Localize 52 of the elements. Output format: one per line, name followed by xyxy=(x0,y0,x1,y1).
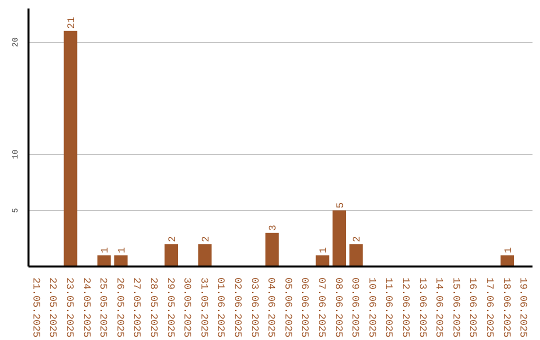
x-tick-label: 23.05.2025 xyxy=(63,278,74,338)
x-tick-label: 22.05.2025 xyxy=(46,278,58,338)
x-tick-label: 27.05.2025 xyxy=(130,278,142,338)
x-tick-label: 13.06.2025 xyxy=(416,278,427,338)
x-tick-label: 12.06.2025 xyxy=(399,278,410,338)
bar xyxy=(265,232,279,266)
y-tick-label: 20 xyxy=(12,37,20,47)
bar xyxy=(97,255,111,266)
y-tick-label: 5 xyxy=(12,208,20,213)
data-label: 5 xyxy=(336,202,347,208)
x-tick-label: 28.05.2025 xyxy=(147,278,158,338)
data-label: 1 xyxy=(319,247,330,254)
x-tick-label: 04.06.2025 xyxy=(264,278,276,338)
bar xyxy=(198,244,212,266)
x-tick-label: 31.05.2025 xyxy=(197,278,208,338)
bar xyxy=(332,210,346,266)
bar xyxy=(164,244,178,266)
bar xyxy=(114,255,128,266)
x-tick-label: 05.06.2025 xyxy=(281,278,292,338)
x-tick-label: 16.06.2025 xyxy=(466,278,478,338)
data-label: 2 xyxy=(168,236,179,242)
x-tick-label: 03.06.2025 xyxy=(248,278,259,338)
x-tick-label: 09.06.2025 xyxy=(348,278,360,338)
x-tick-label: 17.06.2025 xyxy=(483,278,494,338)
x-tick-label: 18.06.2025 xyxy=(500,278,511,338)
x-tick-label: 06.06.2025 xyxy=(298,278,310,338)
data-label: 1 xyxy=(100,247,112,254)
x-tick-label: 24.05.2025 xyxy=(80,278,91,338)
data-label: 1 xyxy=(117,247,128,254)
bar xyxy=(349,244,363,266)
x-tick-label: 15.06.2025 xyxy=(449,278,460,338)
bar xyxy=(500,255,514,266)
x-tick-label: 11.06.2025 xyxy=(382,278,394,338)
data-label: 2 xyxy=(201,236,212,242)
x-tick-label: 07.06.2025 xyxy=(315,278,326,338)
x-tick-label: 14.06.2025 xyxy=(432,278,444,338)
x-tick-label: 01.06.2025 xyxy=(214,278,226,338)
data-label: 2 xyxy=(352,236,364,242)
bar xyxy=(64,30,78,266)
data-label: 21 xyxy=(67,16,78,29)
x-tick-label: 19.06.2025 xyxy=(516,278,528,338)
y-tick-label: 10 xyxy=(12,149,20,160)
x-tick-label: 30.05.2025 xyxy=(180,278,192,338)
x-tick-label: 21.05.2025 xyxy=(29,278,40,338)
x-tick-label: 10.06.2025 xyxy=(365,278,376,338)
data-label: 1 xyxy=(504,247,515,254)
x-tick-label: 08.06.2025 xyxy=(332,278,343,338)
x-tick-label: 25.05.2025 xyxy=(96,278,108,338)
x-tick-label: 02.06.2025 xyxy=(231,278,242,338)
x-tick-label: 26.05.2025 xyxy=(113,278,124,338)
x-tick-label: 29.05.2025 xyxy=(164,278,175,338)
data-label: 3 xyxy=(268,224,280,231)
